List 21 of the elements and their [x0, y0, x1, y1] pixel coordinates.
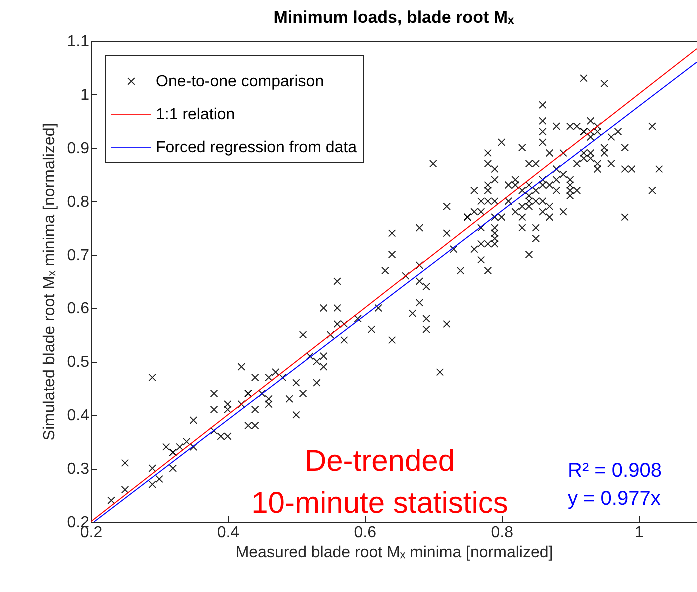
y-tick-label: 0.4: [67, 408, 90, 425]
y-tick-label: 0.3: [67, 461, 90, 478]
legend-label: One-to-one comparison: [156, 74, 324, 90]
x-tick-label: 0.8: [491, 524, 514, 542]
x-tick-label: 1: [634, 524, 644, 542]
y-tick-label: 0.9: [67, 140, 90, 158]
y-tick-label: 0.8: [67, 194, 90, 211]
annotation: R² = 0.908 y = 0.977x: [568, 460, 662, 510]
y-tick-label: 1.1: [67, 34, 90, 50]
legend-label: 1:1 relation: [156, 106, 236, 124]
legend-label: Forced regression from data: [156, 140, 358, 156]
y-tick-label: 0.6: [67, 300, 90, 318]
x-axis-title: Measured blade root Mₓ minima [normalized]: [236, 544, 554, 562]
y-tick-label: 0.5: [67, 354, 90, 372]
y-tick-label: 1: [80, 86, 90, 104]
annotation: De-trended 10-minute statistics: [252, 445, 508, 520]
y-tick-label: 0.7: [67, 247, 90, 264]
x-tick-label: 0.4: [217, 524, 240, 542]
x-tick-label: 0.6: [354, 524, 377, 542]
chart-title: Minimum loads, blade root Mₓ: [274, 8, 515, 27]
y-axis-title: Simulated blade root Mₓ minima [normalized]: [41, 123, 58, 441]
